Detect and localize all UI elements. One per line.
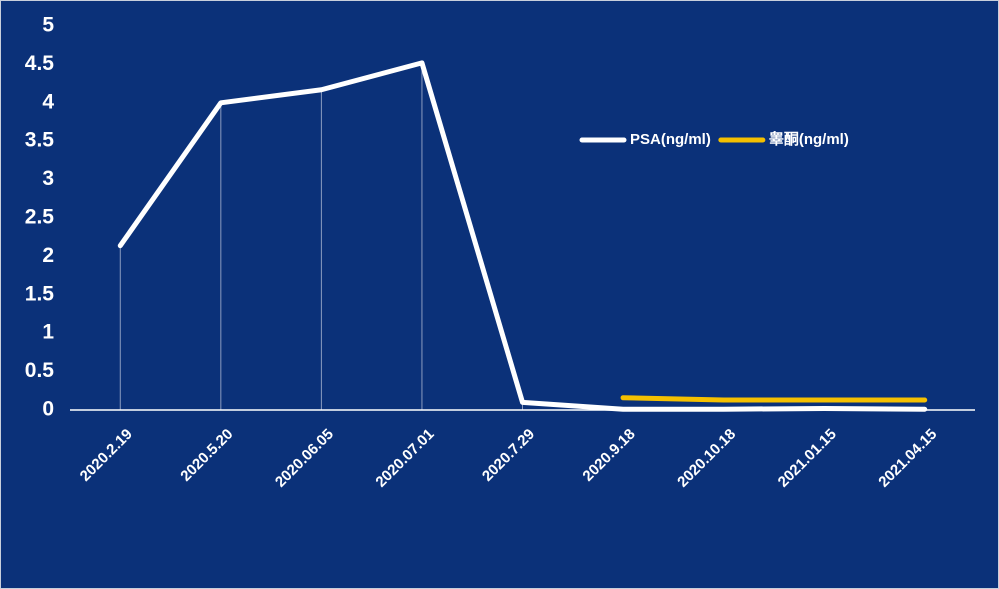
data-line [117,60,928,412]
legend-label: 睾酮(ng/ml) [769,130,849,148]
y-tick-label: 0 [42,398,54,421]
y-tick-label: 4 [42,90,54,113]
y-tick-label: 1.5 [25,282,55,305]
y-tick-label: 2.5 [25,206,55,229]
y-tick-label: 4.5 [25,52,55,75]
y-tick-label: 0.5 [25,359,55,382]
legend-label: PSA(ng/ml) [630,131,711,148]
y-tick-label: 1 [42,321,54,344]
y-tick-label: 2 [42,244,54,267]
y-tick-label: 5 [42,14,54,37]
y-tick-label: 3 [42,167,54,190]
data-line [620,395,928,403]
y-tick-label: 3.5 [25,129,55,152]
